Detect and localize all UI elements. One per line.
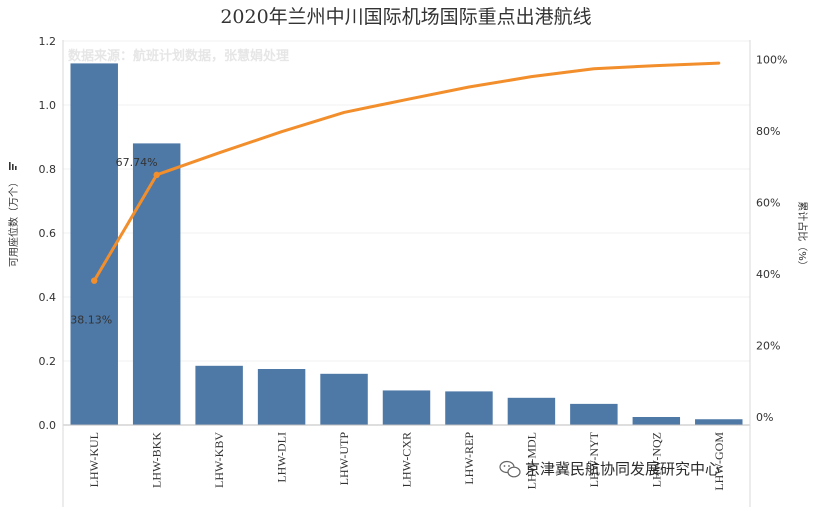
right-axis-ticks: 0% 20% 40% 60% 80% 100% <box>756 54 787 425</box>
y-tick-label: 1.2 <box>39 35 57 48</box>
y-tick-label: 0.6 <box>39 227 57 240</box>
line-marker <box>153 171 160 179</box>
bar <box>195 365 243 425</box>
y2-tick-label: 80% <box>756 125 780 138</box>
bar <box>257 369 306 425</box>
y2-tick-label: 100% <box>756 54 787 67</box>
bar <box>132 143 181 425</box>
y2-tick-label: 20% <box>756 340 780 353</box>
bar <box>70 63 118 426</box>
category-label: LHW-KUL <box>87 432 101 487</box>
y2-tick-label: 40% <box>756 268 780 281</box>
data-label: 38.13% <box>70 314 112 327</box>
category-label: LHW-BKK <box>150 432 164 488</box>
sort-icon[interactable] <box>9 162 17 170</box>
data-labels: 38.13% 67.74% <box>70 156 157 327</box>
line-marker <box>91 277 98 284</box>
y2-tick-label: 0% <box>756 411 773 424</box>
bar <box>382 390 431 425</box>
chart-title: 2020年兰州中川国际机场国际重点出港航线 <box>220 6 591 28</box>
y-tick-label: 0.8 <box>39 163 57 176</box>
category-label: LHW-DLI <box>275 432 289 483</box>
wechat-icon <box>499 460 521 478</box>
left-axis-ticks: 0.0 0.2 0.4 0.6 0.8 1.0 1.2 <box>39 35 57 432</box>
bar <box>320 373 368 425</box>
source-note: 数据来源：航班计划数据，张慧娟处理 <box>68 48 289 64</box>
category-label: LHW-UTP <box>337 432 351 486</box>
footer-watermark-text: 京津冀民航协同发展研究中心 <box>525 460 720 478</box>
y-tick-label: 0.2 <box>39 355 57 368</box>
category-labels: LHW-KUL LHW-BKK LHW-KBV LHW-DLI LHW-UTP LHW-C… <box>87 431 726 490</box>
category-label: LHW-REP <box>462 432 476 485</box>
data-label: 67.74% <box>116 156 158 169</box>
category-label: LHW-GOM <box>712 432 726 491</box>
axes <box>62 40 751 507</box>
category-label: LHW-MDL <box>524 432 538 489</box>
category-label: LHW-NQZ <box>649 432 663 487</box>
bar <box>445 391 493 425</box>
y-axis-title: 可用座位数（万个） <box>7 177 20 267</box>
bar <box>632 417 681 425</box>
category-label: LHW-CXR <box>400 432 414 487</box>
y-tick-label: 1.0 <box>39 99 57 112</box>
y2-tick-label: 60% <box>756 197 780 210</box>
bar <box>570 403 618 425</box>
footer-watermark: 京津冀民航协同发展研究中心 <box>499 460 720 478</box>
category-label: LHW-NYT <box>587 431 601 487</box>
y-tick-label: 0.0 <box>39 419 57 432</box>
bar <box>507 397 556 425</box>
cumulative-line-series <box>91 61 721 284</box>
cumulative-line <box>92 61 721 283</box>
y2-axis-title: 累计占比（%） <box>796 201 809 271</box>
bar-series <box>70 63 743 426</box>
y-tick-label: 0.4 <box>39 291 57 304</box>
bar <box>695 419 743 425</box>
category-label: LHW-KBV <box>212 432 226 488</box>
